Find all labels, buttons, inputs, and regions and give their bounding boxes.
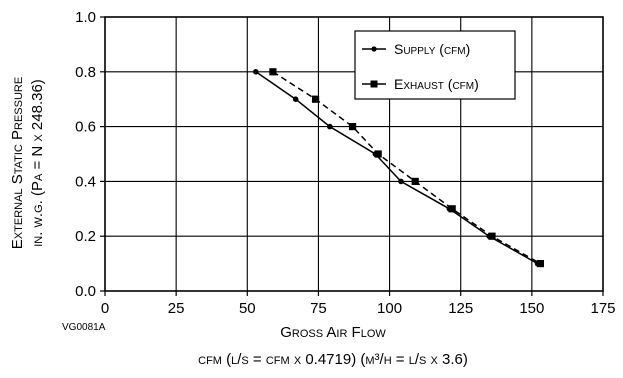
x-tick-label: 150	[519, 300, 544, 317]
grid-lines	[105, 17, 603, 291]
series-layer	[253, 68, 544, 268]
exhaust-data-point	[411, 177, 419, 185]
y-tick-label: 0.4	[75, 173, 96, 190]
exhaust-data-point	[374, 150, 382, 158]
exhaust-data-point	[269, 68, 277, 76]
x-tick-label: 175	[590, 300, 615, 317]
y-tick-label: 1.0	[75, 9, 96, 26]
plot-frame	[104, 16, 604, 292]
figure-code: VG0081A	[62, 322, 106, 333]
y-axis-subtitle: in. w.g. (Pa = N x 248.36)	[29, 79, 46, 247]
exhaust-data-point	[311, 95, 320, 103]
y-tick-label: 0.8	[75, 64, 96, 81]
x-tick-label: 25	[168, 300, 185, 317]
x-tick-label: 0	[101, 300, 109, 317]
exhaust-data-point	[536, 260, 544, 268]
legend-supply-label: Supply (cfm)	[394, 41, 470, 57]
supply-data-point	[398, 178, 404, 185]
x-tick-label: 75	[310, 300, 327, 317]
x-tick-label: 100	[377, 300, 402, 317]
axis-ticks: 0 25 50 75 100 125 150 175 0.0 0.2 0.4 0.6 0.8 1.0	[75, 9, 615, 317]
legend-box	[354, 30, 516, 100]
supply-data-point	[292, 96, 299, 102]
y-tick-label: 0.6	[75, 119, 96, 136]
y-axis-title: External Static Pressure	[9, 77, 26, 249]
exhaust-data-point	[448, 205, 456, 213]
x-tick-label: 125	[448, 300, 473, 317]
y-tick-label: 0.0	[75, 283, 96, 300]
supply-series-line	[255, 71, 538, 265]
legend-exhaust-marker	[370, 80, 378, 88]
exhaust-data-point	[488, 232, 496, 240]
y-tick-label: 0.2	[75, 228, 96, 245]
x-tick-label: 50	[239, 300, 256, 317]
x-axis-title: Gross Air Flow	[280, 324, 386, 341]
exhaust-data-point	[348, 123, 357, 131]
legend: Supply (cfm) Exhaust (cfm)	[354, 30, 516, 100]
supply-data-point	[253, 69, 259, 75]
legend-exhaust-label: Exhaust (cfm)	[394, 76, 479, 92]
supply-data-point	[327, 123, 333, 130]
x-axis-units: cfm (l/s = cfm x 0.4719) (m³/h = l/s x 3…	[198, 351, 468, 368]
legend-supply-marker	[371, 46, 377, 52]
